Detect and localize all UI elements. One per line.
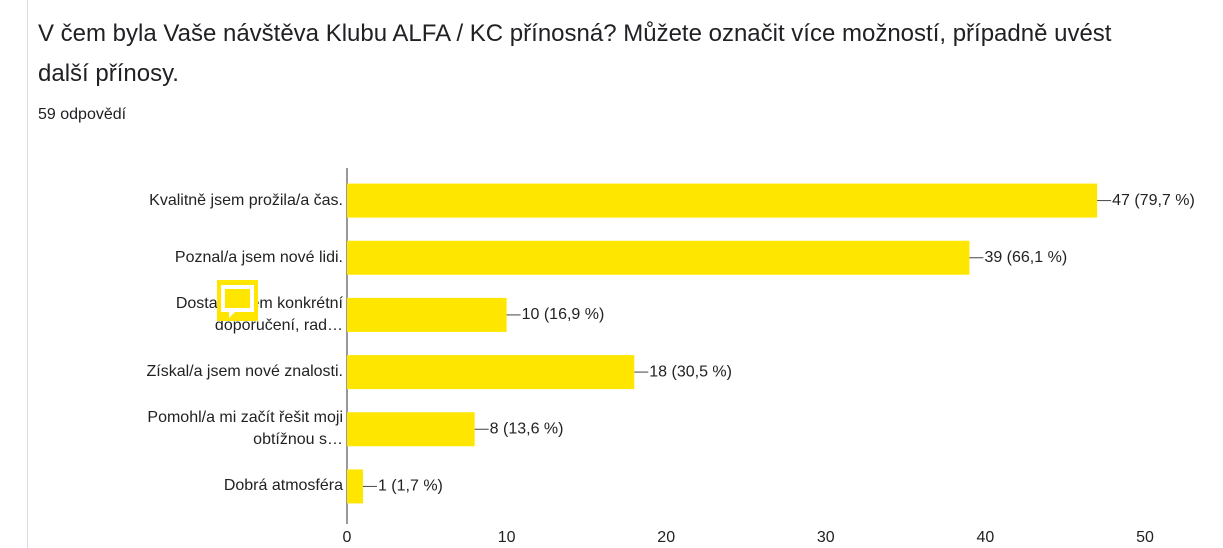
bar (347, 297, 507, 332)
bar (347, 355, 635, 390)
chart-title: V čem byla Vaše návštěva Klubu ALFA / KC… (38, 20, 1112, 87)
value-label: 47 (79,7 %) (1112, 192, 1195, 209)
bar (347, 240, 970, 275)
value-label: 39 (66,1 %) (984, 249, 1067, 266)
bar (347, 469, 363, 504)
value-label: 18 (30,5 %) (649, 363, 732, 380)
category-label: Poznal/a jsem nové lidi. (174, 248, 343, 266)
x-tick-label: 0 (343, 529, 352, 546)
card-edge (27, 0, 28, 548)
category-label: Dobrá atmosféra (223, 477, 343, 495)
bar (347, 412, 475, 447)
bar (347, 183, 1098, 218)
x-tick-label: 20 (657, 529, 675, 546)
value-label: 1 (1,7 %) (378, 478, 443, 495)
category-label: Kvalitně jsem prožila/a čas. (149, 191, 343, 209)
x-tick-label: 40 (977, 529, 995, 546)
x-tick-label: 10 (498, 529, 516, 546)
category-label: Pomohl/a mi začít řešit moji obtížnou s… (147, 409, 343, 449)
x-tick-label: 30 (817, 529, 835, 546)
response-count: 59 odpovědí (38, 106, 127, 123)
comment-icon[interactable] (217, 280, 258, 321)
value-label: 10 (16,9 %) (522, 306, 605, 323)
category-label: Získal/a jsem nové znalosti. (146, 363, 343, 381)
value-label: 8 (13,6 %) (490, 420, 564, 437)
x-tick-label: 50 (1136, 529, 1154, 546)
